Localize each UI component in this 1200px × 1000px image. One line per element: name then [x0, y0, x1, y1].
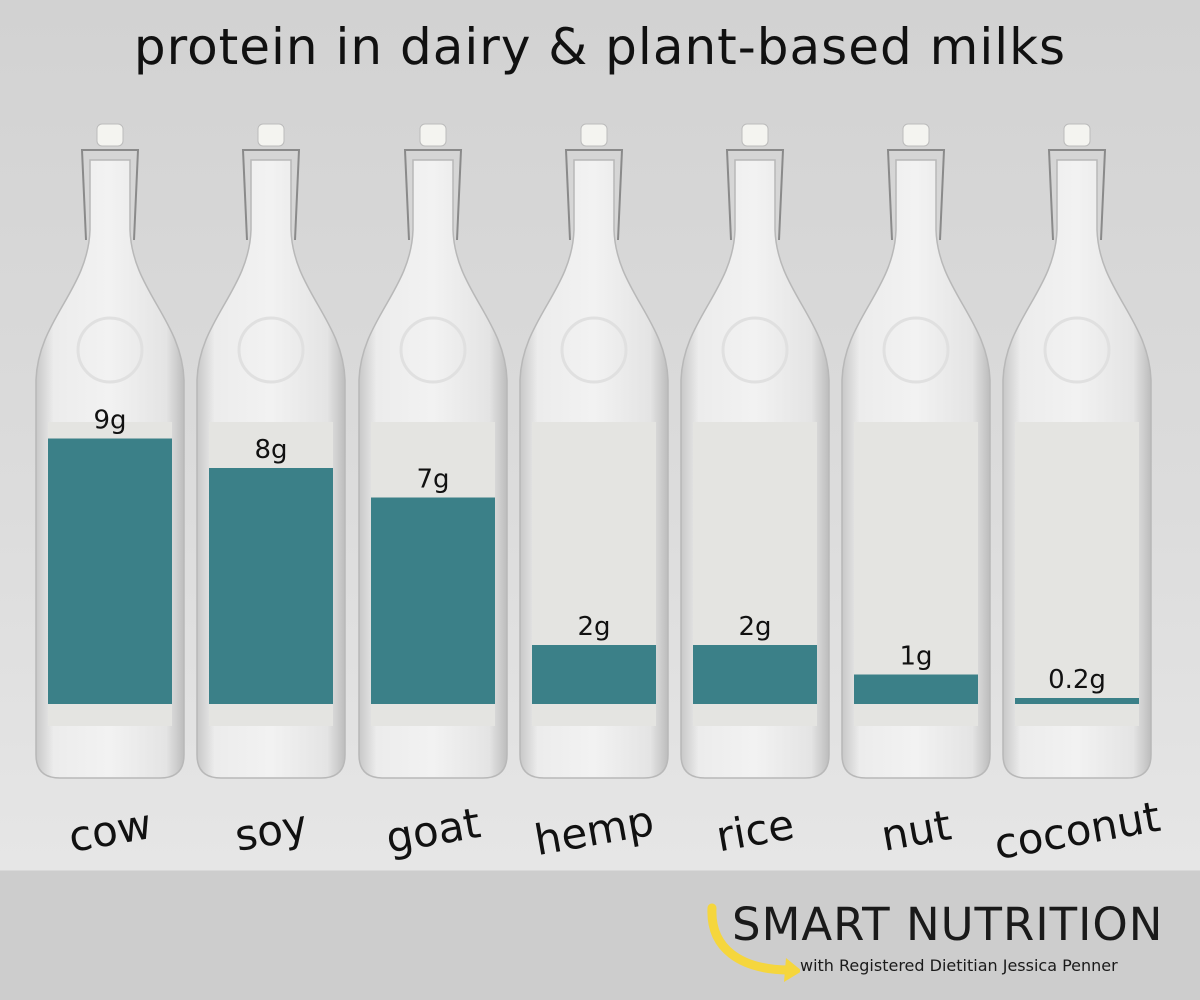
bar-rice: [693, 645, 817, 704]
bottle-emblem: [721, 316, 789, 384]
bottle-clasp: [241, 149, 301, 241]
category-label-nut: nut: [878, 800, 955, 860]
bottle-stopper: [257, 123, 285, 147]
data-label-nut: 1g: [899, 642, 932, 672]
data-label-hemp: 2g: [577, 612, 610, 642]
bottle-stopper: [741, 123, 769, 147]
bottle-stopper: [419, 123, 447, 147]
data-label-soy: 8g: [254, 435, 287, 465]
bar-panel: [1015, 422, 1139, 726]
bottle-stopper: [96, 123, 124, 147]
data-label-rice: 2g: [738, 612, 771, 642]
bottle-stopper: [580, 123, 608, 147]
bottle-emblem: [237, 316, 305, 384]
bar-soy: [209, 468, 333, 704]
smart-nutrition-logo: SMART NUTRITION with Registered Dietitia…: [700, 898, 1180, 988]
bottle-emblem: [1043, 316, 1111, 384]
data-label-coconut: 0.2g: [1048, 665, 1106, 695]
bottle-clasp: [80, 149, 140, 241]
bar-cow: [48, 438, 172, 704]
bottle-clasp: [886, 149, 946, 241]
bottle-clasp: [1047, 149, 1107, 241]
bottle-clasp: [403, 149, 463, 241]
bottle-stopper: [902, 123, 930, 147]
bottle-emblem: [399, 316, 467, 384]
bottle-clasp: [564, 149, 624, 241]
bar-coconut: [1015, 698, 1139, 704]
bar-goat: [371, 497, 495, 704]
bottle-stopper: [1063, 123, 1091, 147]
bottle-nut: 1g nut: [841, 123, 991, 861]
bottle-emblem: [882, 316, 950, 384]
bar-hemp: [532, 645, 656, 704]
logo-subtitle: with Registered Dietitian Jessica Penner: [800, 956, 1118, 975]
bottle-emblem: [560, 316, 628, 384]
bar-nut: [854, 674, 978, 704]
yellow-arrow-icon: [707, 903, 800, 982]
chart-title: protein in dairy & plant-based milks: [133, 18, 1067, 76]
bottle-emblem: [76, 316, 144, 384]
logo-main-text: SMART NUTRITION: [732, 898, 1164, 951]
data-label-goat: 7g: [416, 465, 449, 495]
data-label-cow: 9g: [93, 406, 126, 436]
bottle-clasp: [725, 149, 785, 241]
